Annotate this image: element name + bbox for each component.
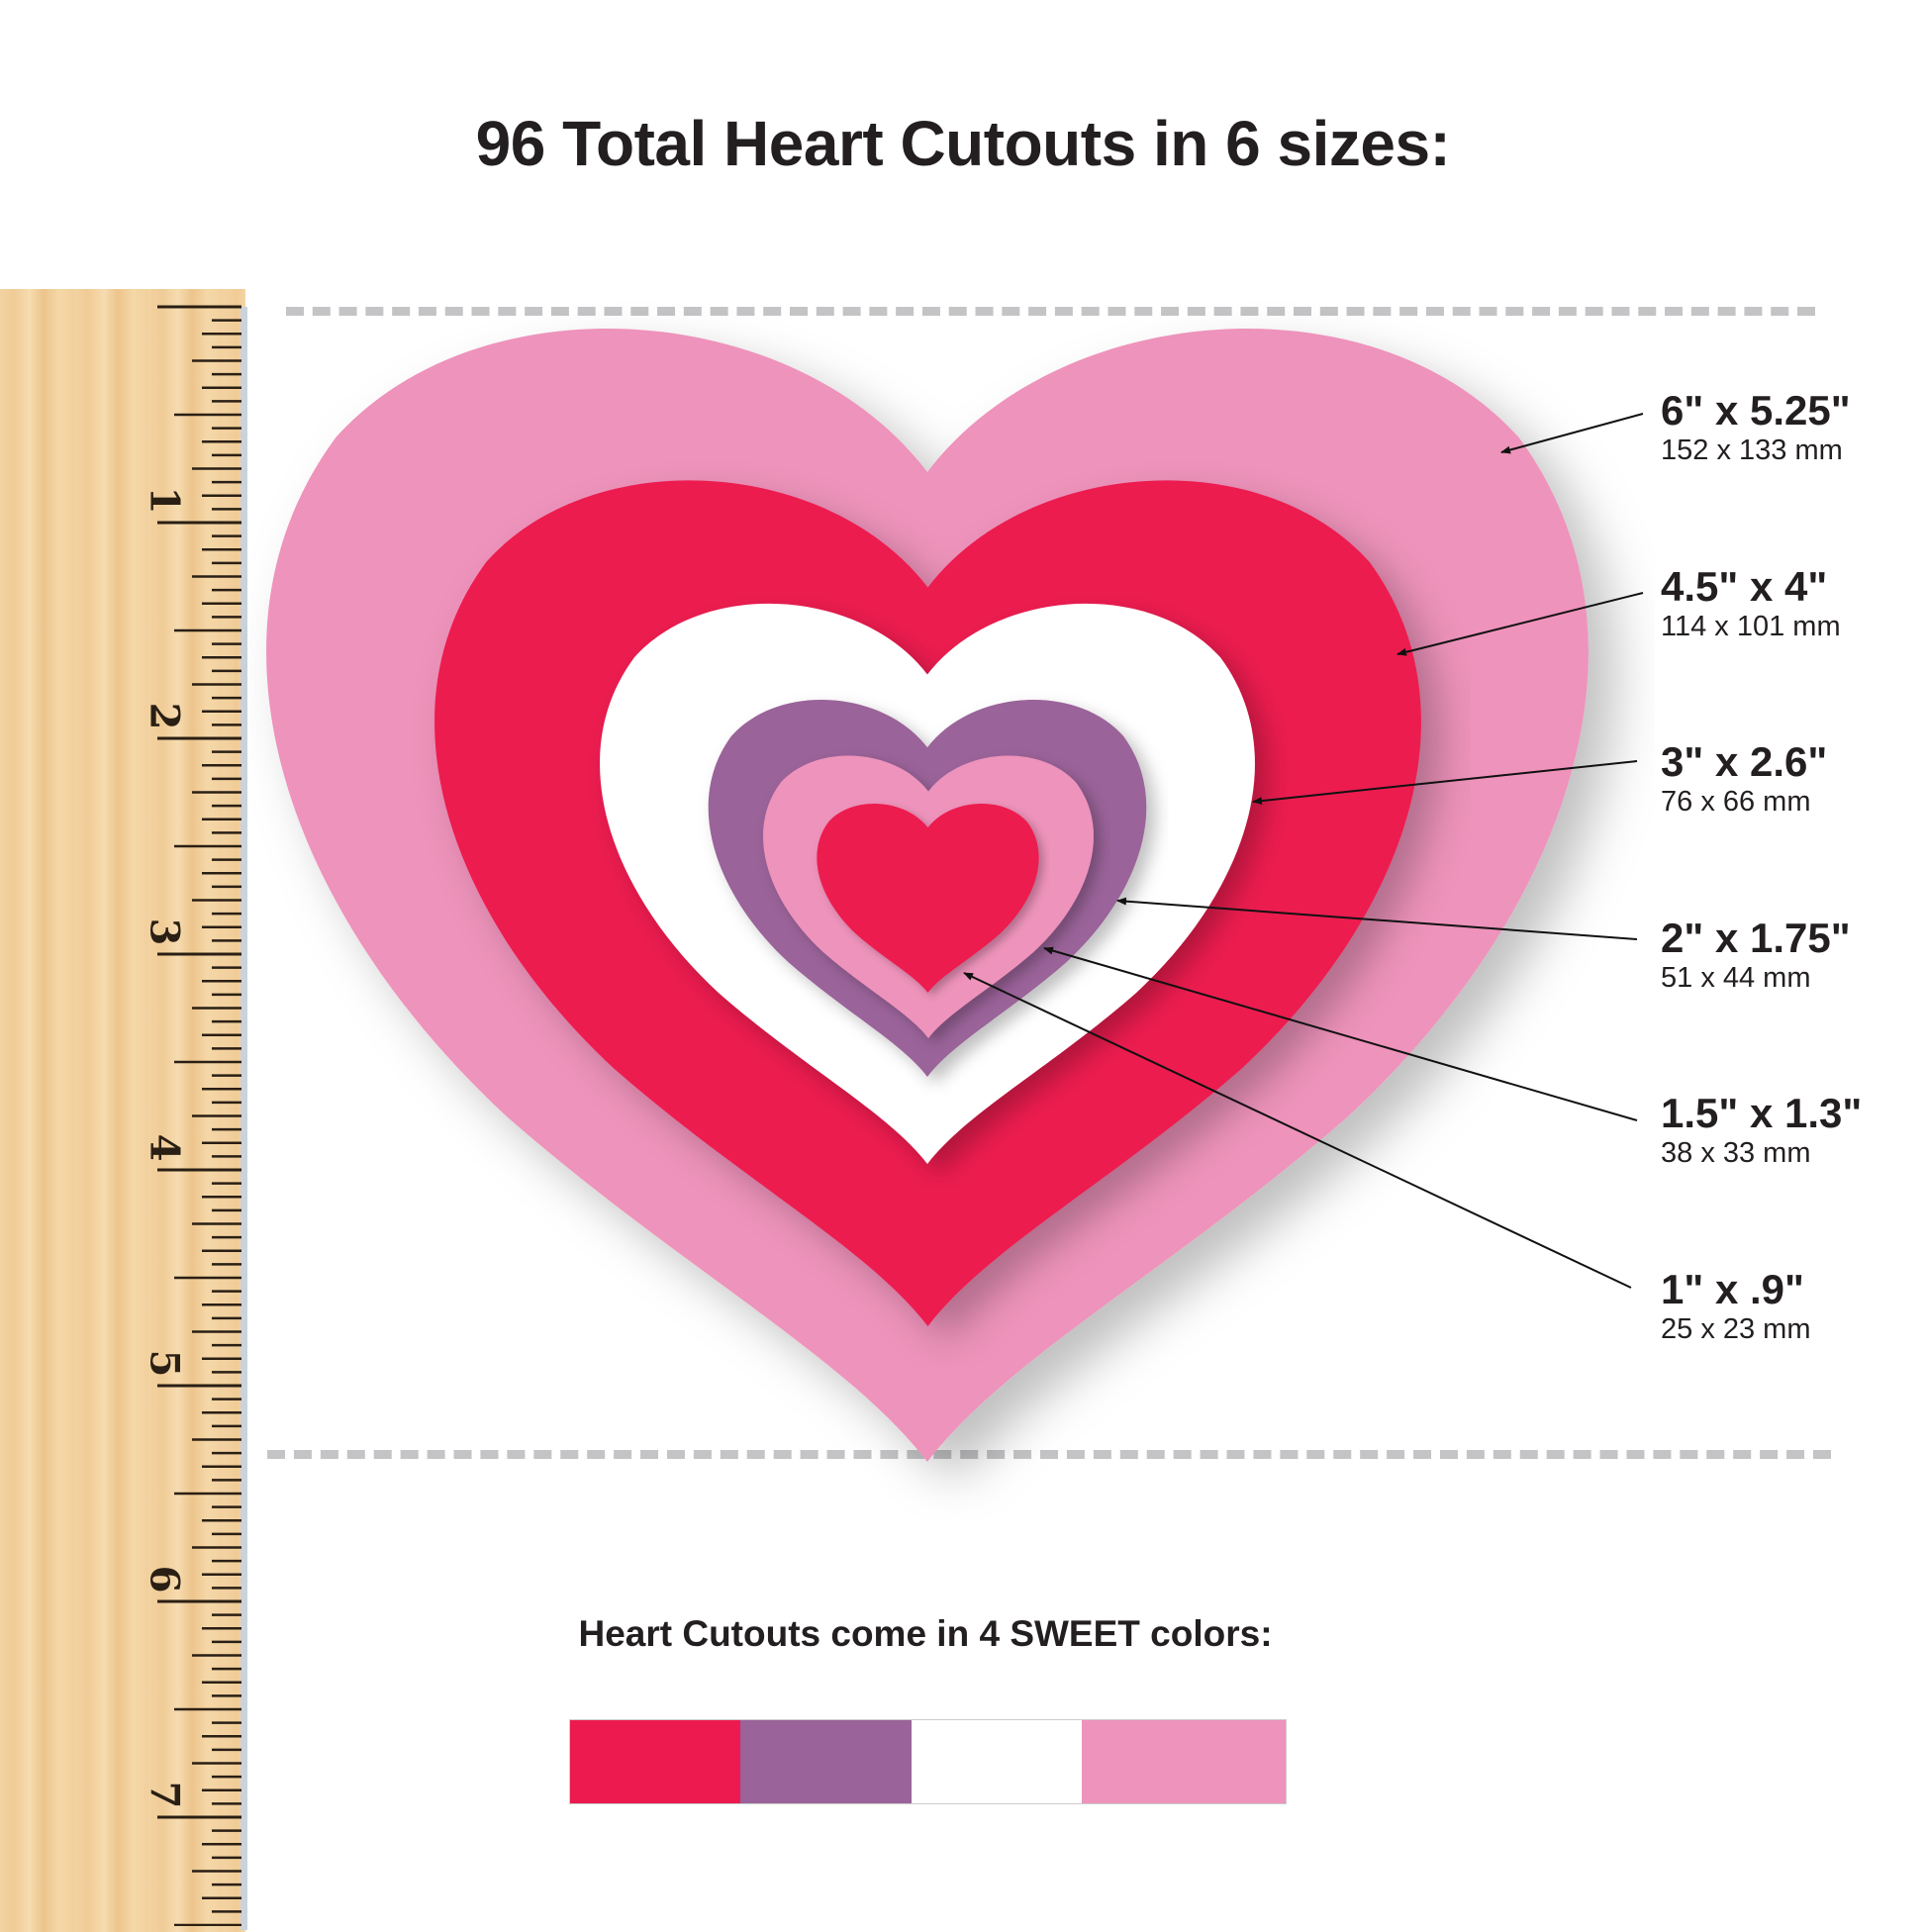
swatch-white: [912, 1720, 1082, 1803]
pointer-arrow: [963, 972, 1632, 1289]
heart-6: [817, 803, 1039, 993]
colors-heading: Heart Cutouts come in 4 SWEET colors:: [578, 1613, 1273, 1654]
pointer-arrow: [1252, 760, 1638, 806]
top-dashed-guide: [286, 307, 1815, 316]
size-inches: 1.5" x 1.3": [1661, 1090, 1863, 1136]
size-mm: 38 x 33 mm: [1661, 1137, 1811, 1169]
page-title: 96 Total Heart Cutouts in 6 sizes:: [475, 108, 1451, 179]
size-mm: 76 x 66 mm: [1661, 786, 1811, 818]
wooden-ruler: [0, 289, 245, 1932]
size-inches: 1" x .9": [1661, 1265, 1804, 1312]
size-mm: 114 x 101 mm: [1661, 610, 1841, 642]
size-mm: 51 x 44 mm: [1661, 961, 1811, 994]
size-mm: 152 x 133 mm: [1661, 435, 1843, 466]
size-inches: 6" x 5.25": [1661, 387, 1851, 434]
bottom-dashed-guide: [267, 1450, 1831, 1459]
size-mm: 25 x 23 mm: [1661, 1312, 1811, 1345]
color-swatches: [569, 1719, 1287, 1804]
size-label: 4.5" x 4" 114 x 101 mm: [1661, 562, 1841, 643]
size-label: 6" x 5.25" 152 x 133 mm: [1661, 388, 1851, 467]
size-label: 1" x .9" 25 x 23 mm: [1661, 1265, 1811, 1346]
pointer-arrow: [1116, 897, 1638, 940]
swatch-purple: [740, 1720, 912, 1803]
pointer-arrow: [1396, 592, 1644, 656]
swatch-red: [570, 1720, 740, 1803]
size-inches: 4.5" x 4": [1661, 562, 1828, 610]
size-label: 1.5" x 1.3" 38 x 33 mm: [1661, 1091, 1862, 1170]
size-inches: 3" x 2.6": [1661, 738, 1828, 785]
pointer-arrow: [1500, 413, 1644, 454]
size-inches: 2" x 1.75": [1661, 914, 1851, 961]
size-label: 3" x 2.6" 76 x 66 mm: [1661, 739, 1827, 819]
pointer-arrow: [1043, 946, 1638, 1121]
size-label: 2" x 1.75" 51 x 44 mm: [1661, 914, 1851, 995]
swatch-pink: [1082, 1720, 1286, 1803]
ruler-metal-edge: [241, 307, 247, 1930]
ruler-ticks: [157, 305, 241, 1926]
